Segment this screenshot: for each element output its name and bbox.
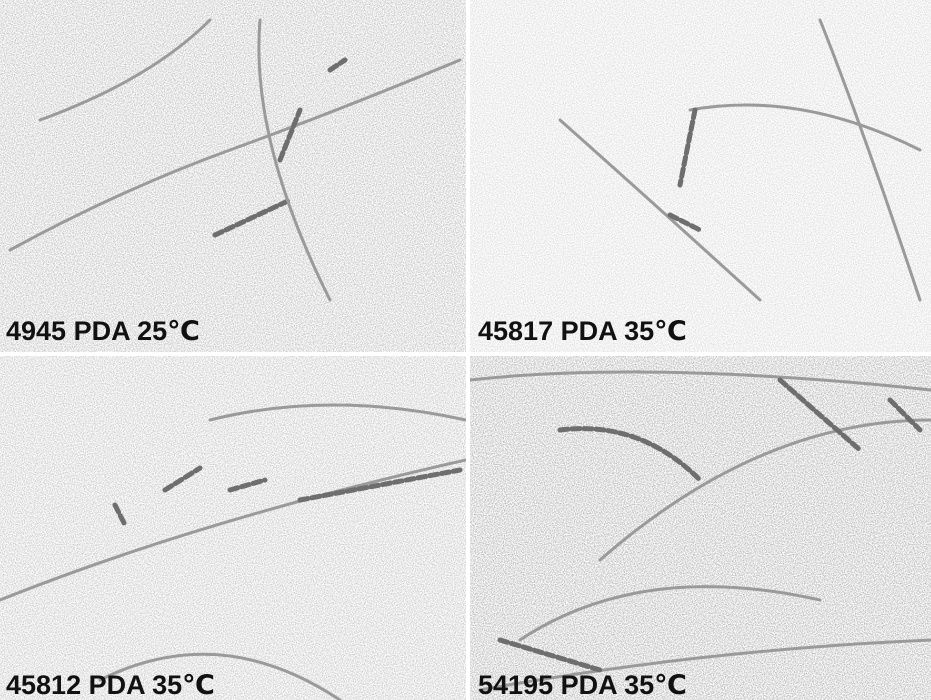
panel-label: 45812 PDA 35℃ xyxy=(6,670,215,700)
figure: 4945 PDA 25℃ 45817 PDA 35℃ 45812 PDA 35℃… xyxy=(0,0,931,700)
panel-label: 45817 PDA 35℃ xyxy=(478,316,687,346)
panel-label: 54195 PDA 35℃ xyxy=(478,670,687,700)
panel-label: 4945 PDA 25℃ xyxy=(6,316,200,346)
